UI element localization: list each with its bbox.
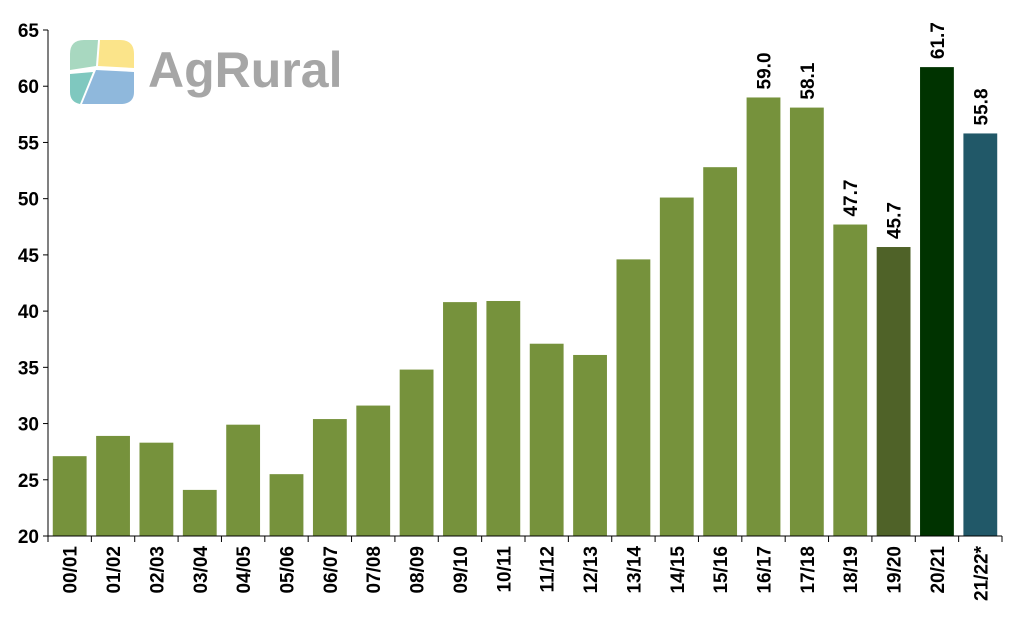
- y-tick-label: 40: [18, 302, 39, 323]
- bar-03-04: [182, 489, 217, 536]
- x-tick-label: 08/09: [408, 546, 429, 594]
- bar-08-09: [399, 369, 434, 536]
- x-tick-label: 19/20: [885, 546, 906, 594]
- logo-text: AgRural: [148, 42, 342, 98]
- bar-09-10: [443, 302, 477, 536]
- bar-05-06: [269, 474, 304, 536]
- bar-11-12: [529, 343, 564, 536]
- data-label: 58.1: [798, 62, 819, 99]
- x-tick-label: 17/18: [798, 546, 819, 594]
- data-label: 45.7: [885, 202, 906, 239]
- y-tick-label: 60: [18, 77, 39, 98]
- y-tick-label: 20: [18, 527, 39, 548]
- bar-10-11: [486, 300, 521, 536]
- bar-13-14: [616, 259, 651, 536]
- x-tick-label: 04/05: [234, 546, 255, 594]
- x-tick-label: 10/11: [494, 546, 515, 593]
- x-tick-label: 12/13: [581, 546, 602, 594]
- bar-17-18: [789, 107, 824, 536]
- bar-20-21: [920, 67, 954, 537]
- x-tick-label: 09/10: [451, 546, 472, 594]
- bar-19-20: [876, 247, 911, 537]
- x-tick-label: 02/03: [147, 546, 168, 594]
- bar-01-02: [96, 435, 130, 536]
- x-tick-label: 14/15: [668, 546, 689, 594]
- bar-16-17: [746, 97, 781, 536]
- x-tick-label: 18/19: [841, 546, 862, 594]
- x-tick-label: 15/16: [711, 546, 732, 594]
- x-tick-label: 21/22*: [971, 545, 992, 601]
- bar-06-07: [312, 419, 347, 536]
- x-axis: 00/01 01/02 02/03 03/04 04/05 05/06 06/07 07/08…: [47, 535, 1003, 601]
- y-axis: 20 25 30 35 40 45 50 55 60 65: [18, 21, 49, 548]
- bar-12-13: [573, 354, 607, 536]
- x-tick-label: 03/04: [191, 546, 212, 594]
- x-tick-label: 13/14: [624, 546, 645, 594]
- y-tick-label: 35: [18, 358, 40, 379]
- bar-07-08: [356, 405, 391, 536]
- bar-15-16: [703, 167, 738, 536]
- x-tick-label: 00/01: [61, 546, 82, 594]
- data-labels: 59.0 58.1 47.7 45.7 61.7 55.8: [755, 22, 993, 239]
- x-tick-label: 05/06: [278, 546, 299, 594]
- bar-00-01: [52, 456, 87, 536]
- x-tick-label: 06/07: [321, 546, 342, 594]
- data-label: 59.0: [755, 52, 776, 89]
- x-tick-label: 01/02: [104, 546, 125, 594]
- x-tick-label: 11/12: [538, 546, 559, 593]
- bar-04-05: [226, 424, 261, 536]
- y-tick-label: 30: [18, 415, 39, 436]
- agrural-logo: AgRural: [70, 40, 342, 104]
- x-tick-label: 20/21: [928, 546, 949, 594]
- y-tick-label: 65: [18, 21, 40, 42]
- data-label: 61.7: [928, 22, 949, 59]
- y-tick-label: 50: [18, 190, 39, 211]
- data-label: 47.7: [841, 180, 862, 217]
- bar-21-22-: [963, 133, 998, 536]
- data-label: 55.8: [971, 88, 992, 125]
- bars: [52, 67, 998, 537]
- x-tick-label: 07/08: [364, 546, 385, 594]
- bar-02-03: [139, 442, 174, 536]
- bar-14-15: [659, 197, 694, 536]
- logo-mark-icon: [70, 40, 134, 104]
- bar-18-19: [833, 224, 868, 537]
- y-tick-label: 55: [18, 133, 40, 154]
- x-tick-label: 16/17: [755, 546, 776, 594]
- y-tick-label: 45: [18, 246, 40, 267]
- y-tick-label: 25: [18, 471, 40, 492]
